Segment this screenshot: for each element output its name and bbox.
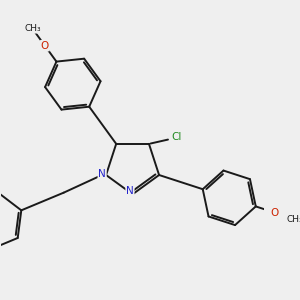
- Text: CH₃: CH₃: [24, 24, 40, 33]
- Text: O: O: [270, 208, 279, 218]
- Text: CH₃: CH₃: [286, 214, 300, 224]
- Text: N: N: [98, 169, 106, 179]
- Text: Cl: Cl: [172, 132, 182, 142]
- Text: O: O: [41, 41, 49, 51]
- Text: N: N: [126, 186, 134, 196]
